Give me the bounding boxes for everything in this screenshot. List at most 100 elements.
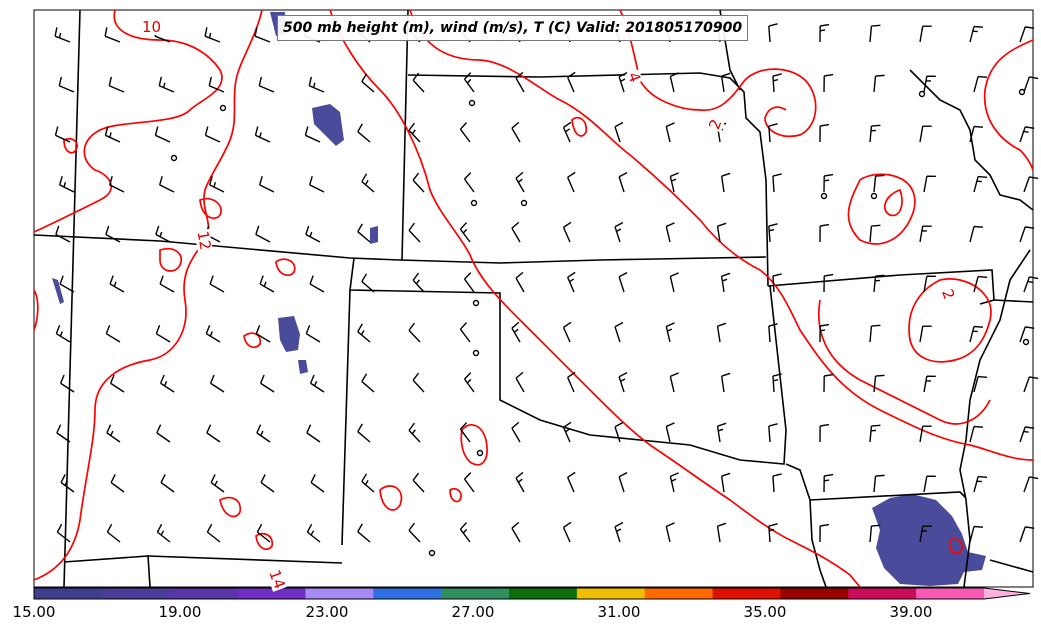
colorbar-segment xyxy=(780,588,849,599)
state-borders xyxy=(33,9,1034,588)
wind-barb xyxy=(1019,426,1035,443)
wind-barb xyxy=(969,125,984,143)
wind-barb xyxy=(158,76,175,93)
colorbar-segment xyxy=(101,588,171,599)
wind-barb xyxy=(665,322,675,343)
wind-barb xyxy=(873,474,885,493)
calm-marker xyxy=(470,199,478,207)
wind-barb xyxy=(923,375,936,393)
wind-barb xyxy=(463,72,475,93)
wind-barb xyxy=(1023,276,1039,293)
wind-barb xyxy=(361,273,375,293)
wind-barb xyxy=(109,275,125,293)
calm-marker xyxy=(428,549,436,557)
wind-barb xyxy=(256,523,271,543)
wind-barb xyxy=(919,125,932,143)
wind-barb xyxy=(772,473,782,493)
wind-barb xyxy=(259,374,275,393)
colorbar-segment xyxy=(644,588,714,599)
calm-marker xyxy=(472,349,480,357)
wind-barb xyxy=(310,474,325,493)
contour-line xyxy=(63,137,78,154)
wind-barb xyxy=(669,472,679,493)
wind-barb xyxy=(511,221,521,243)
calm-marker xyxy=(520,199,528,207)
wind-barb xyxy=(562,321,572,343)
wind-barb xyxy=(515,371,525,393)
wind-barb xyxy=(308,76,325,93)
calm-marker xyxy=(1018,88,1026,96)
wind-barb xyxy=(669,372,679,393)
precip-blob xyxy=(298,360,308,374)
wind-barb xyxy=(54,27,71,43)
wind-barb xyxy=(515,271,525,293)
wind-barb xyxy=(109,374,125,393)
wind-barb xyxy=(919,25,932,43)
calm-marker xyxy=(468,99,476,107)
wind-barb xyxy=(1019,26,1035,43)
wind-barb xyxy=(969,525,984,543)
wind-barb xyxy=(412,372,425,393)
map-frame xyxy=(33,9,1034,588)
wind-barb xyxy=(110,474,125,493)
wind-barb xyxy=(306,523,321,543)
wind-barb xyxy=(973,75,988,93)
wind-barb xyxy=(104,126,121,143)
wind-barb xyxy=(158,176,175,193)
contour-line xyxy=(571,116,588,137)
colorbar-tick-label: 23.00 xyxy=(305,603,349,621)
wind-barb xyxy=(819,523,830,543)
wind-barb xyxy=(973,375,988,393)
precip-blob xyxy=(312,104,344,146)
contour-line xyxy=(817,299,991,425)
contour-line xyxy=(255,532,274,551)
wind-barb xyxy=(973,275,988,293)
wind-barb xyxy=(919,425,932,443)
wind-barb xyxy=(618,171,628,193)
wind-barb xyxy=(308,176,325,193)
wind-barb xyxy=(819,23,830,43)
wind-barb xyxy=(159,374,175,393)
wind-barb xyxy=(306,424,321,443)
colorbar-segment xyxy=(169,588,239,599)
wind-barb xyxy=(58,176,75,193)
wind-barb xyxy=(209,374,225,393)
wind-barb xyxy=(254,126,271,143)
colorbar-tick-label: 27.00 xyxy=(451,603,495,621)
wind-barb xyxy=(720,272,731,293)
wind-barbs xyxy=(54,21,1039,543)
contour-label: 12 xyxy=(193,228,215,253)
wind-barb xyxy=(59,374,75,393)
wind-barb xyxy=(567,171,576,193)
contour-line xyxy=(33,9,263,581)
wind-barb xyxy=(463,272,475,293)
wind-barb xyxy=(1023,176,1039,193)
wind-barb xyxy=(720,172,731,193)
wind-barb xyxy=(614,321,624,343)
wind-barb xyxy=(669,72,679,93)
wind-barb xyxy=(969,25,984,43)
wind-barb xyxy=(720,372,731,393)
calm-marker xyxy=(472,299,480,307)
wind-barb xyxy=(210,474,225,493)
wind-barb xyxy=(772,373,782,393)
contour-line xyxy=(449,487,462,503)
wind-barb xyxy=(208,176,225,193)
wind-barb xyxy=(1019,226,1035,243)
wind-barb xyxy=(720,72,731,93)
wind-barb xyxy=(463,472,475,493)
wind-barb xyxy=(669,272,679,293)
colorbar-segment xyxy=(848,588,917,599)
wind-barb xyxy=(1023,76,1039,93)
colorbar-segment xyxy=(34,588,103,599)
wind-barb xyxy=(156,523,171,543)
wind-barb xyxy=(408,222,421,243)
wind-barb xyxy=(923,475,936,493)
contour-line xyxy=(460,423,488,466)
colorbar-tick-label: 15.00 xyxy=(12,603,56,621)
wind-barb xyxy=(408,422,421,443)
wind-barb xyxy=(768,23,778,43)
wind-barb xyxy=(869,124,881,143)
wind-barb xyxy=(969,325,984,343)
wind-barb xyxy=(669,172,679,193)
